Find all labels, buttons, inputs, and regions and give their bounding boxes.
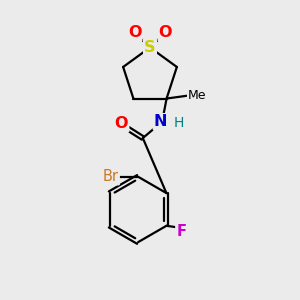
Text: Me: Me: [188, 89, 206, 102]
Text: O: O: [115, 116, 128, 131]
Text: Br: Br: [103, 169, 119, 184]
Text: O: O: [128, 25, 141, 40]
Text: S: S: [144, 40, 156, 55]
Text: H: H: [173, 116, 184, 130]
Text: N: N: [154, 114, 167, 129]
Text: F: F: [176, 224, 186, 238]
Text: O: O: [159, 25, 172, 40]
